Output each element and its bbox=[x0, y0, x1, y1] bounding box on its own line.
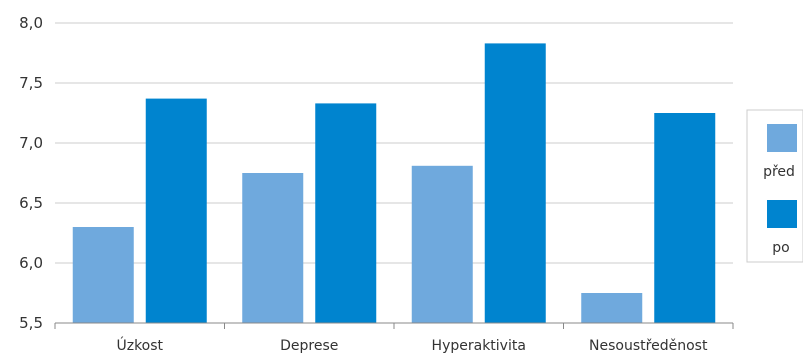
y-tick-label: 6,5 bbox=[19, 194, 43, 212]
y-tick-label: 5,5 bbox=[19, 314, 43, 332]
x-category-label: Hyperaktivita bbox=[432, 338, 526, 354]
x-category-label: Úzkost bbox=[116, 336, 163, 354]
y-tick-label: 7,5 bbox=[19, 74, 43, 92]
legend-swatch-po bbox=[767, 200, 797, 228]
legend-swatch-pred bbox=[767, 124, 797, 152]
x-category-label: Nesoustředěnost bbox=[589, 338, 708, 354]
y-axis-ticks: 5,5 6,0 6,5 7,0 7,5 8,0 bbox=[19, 14, 43, 332]
y-tick-label: 8,0 bbox=[19, 14, 43, 32]
bar-po bbox=[145, 98, 207, 323]
bar-po bbox=[484, 43, 546, 324]
bar-po bbox=[654, 113, 716, 323]
legend: před po bbox=[746, 109, 803, 263]
legend-label-po: po bbox=[772, 240, 789, 256]
y-tick-label: 6,0 bbox=[19, 254, 43, 272]
bar-pred bbox=[581, 293, 643, 323]
bar-pred bbox=[411, 165, 473, 323]
bars bbox=[72, 43, 716, 324]
bar-po bbox=[315, 103, 377, 324]
y-tick-label: 7,0 bbox=[19, 134, 43, 152]
x-axis: Úzkost Deprese Hyperaktivita Nesoustředěnos… bbox=[54, 322, 734, 354]
bar-pred bbox=[242, 173, 304, 323]
legend-label-pred: před bbox=[763, 164, 795, 180]
bar-pred bbox=[72, 227, 134, 323]
x-category-label: Deprese bbox=[280, 338, 338, 354]
